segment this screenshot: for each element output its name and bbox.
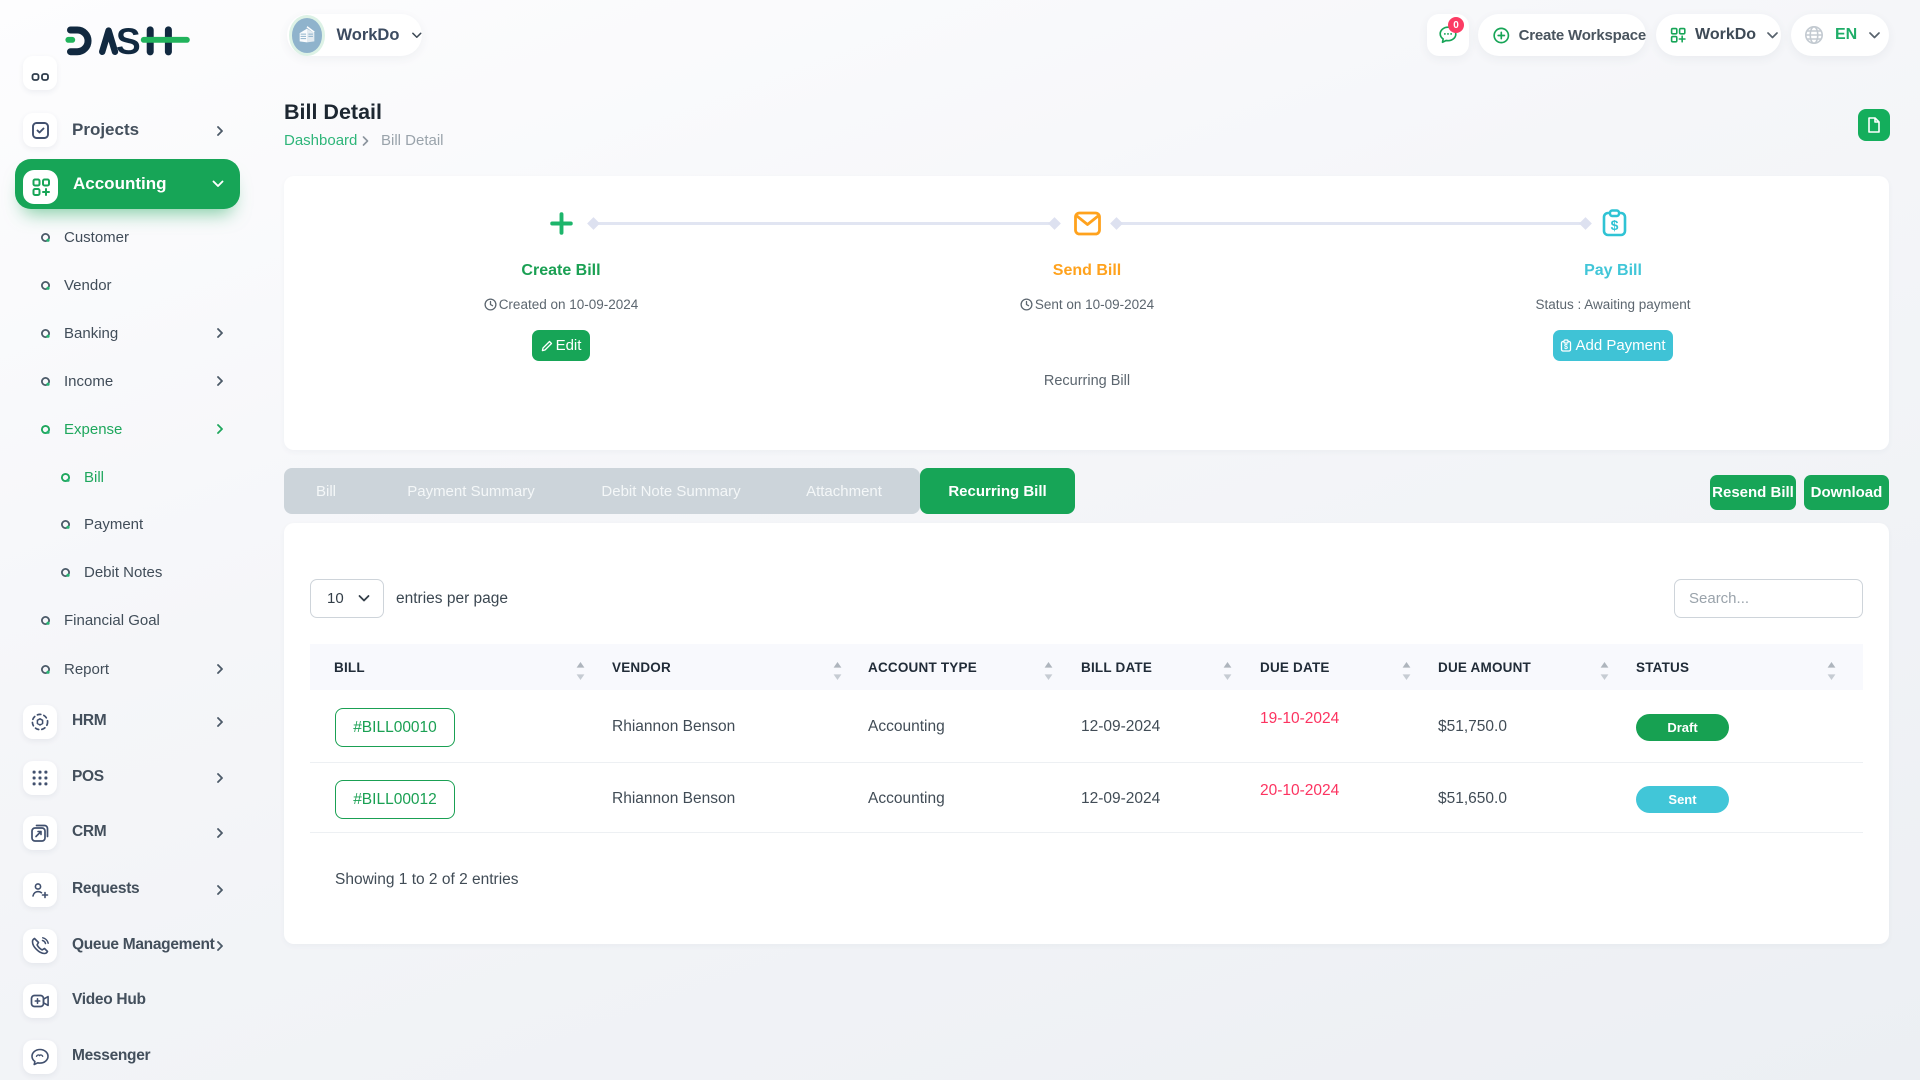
svg-text:S: S bbox=[116, 21, 141, 58]
svg-text:$: $ bbox=[1565, 344, 1569, 351]
svg-text:$: $ bbox=[1611, 217, 1619, 233]
